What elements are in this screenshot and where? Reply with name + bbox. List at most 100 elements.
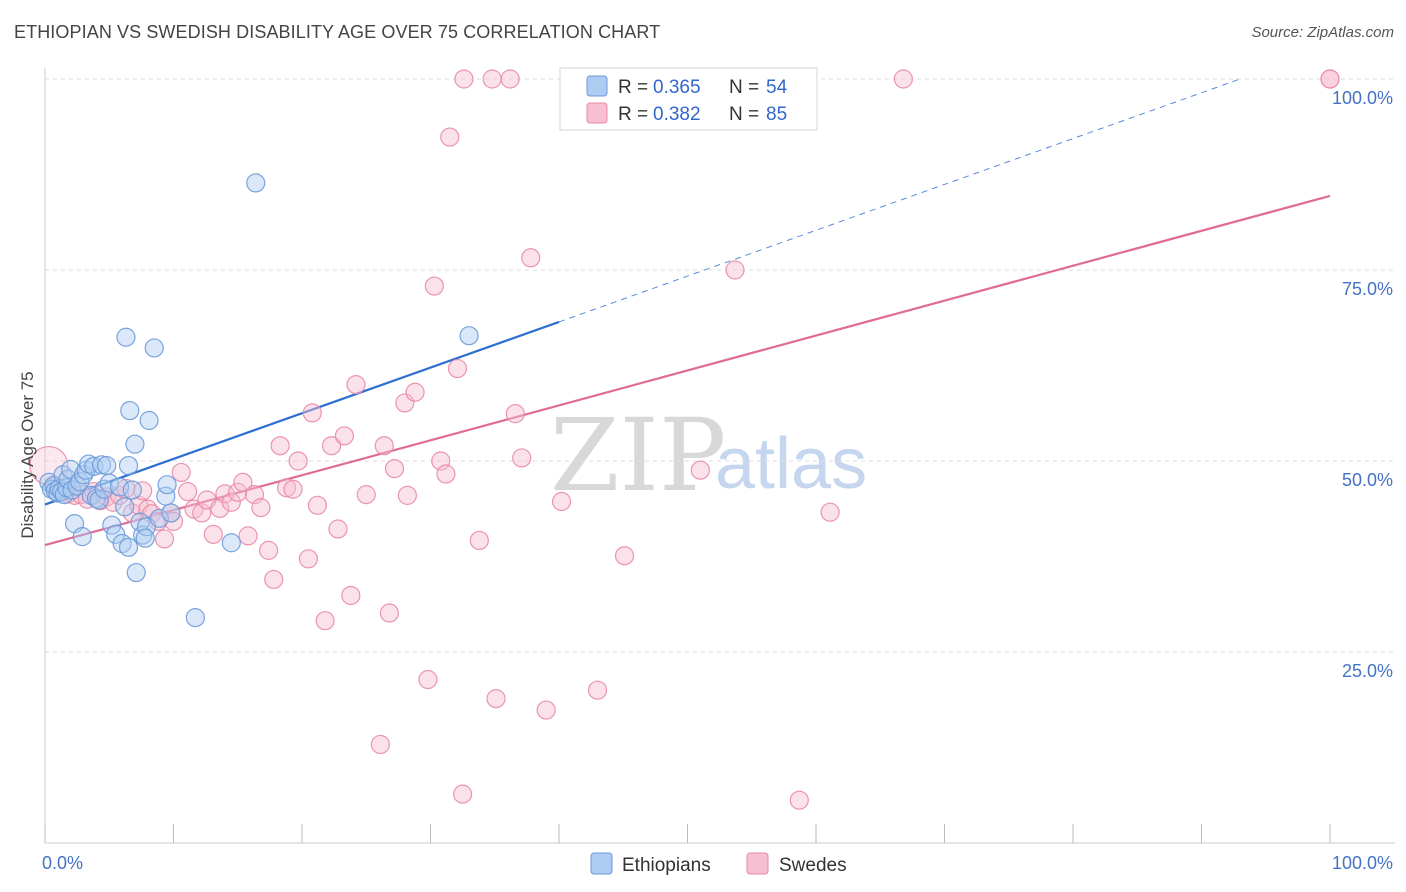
legend-swatch-ethiopians [586, 75, 608, 97]
point-swedes [374, 436, 394, 456]
point-swedes [512, 448, 532, 468]
series-ethiopians-points [39, 173, 479, 628]
point-ethiopians [139, 410, 159, 431]
point-swedes [789, 790, 809, 810]
point-ethiopians [94, 479, 114, 499]
y-tick-label-25: 25.0% [1342, 661, 1393, 681]
legend-n-value-swedes: 85 [766, 104, 787, 125]
point-swedes [210, 498, 230, 518]
point-ethiopians [161, 503, 181, 523]
point-swedes [171, 462, 191, 483]
point-swedes [321, 436, 342, 456]
point-swedes [587, 680, 608, 700]
point-swedes [315, 611, 335, 631]
point-ethiopians [144, 338, 164, 358]
point-swedes [405, 382, 425, 402]
correlation-legend: R = 0.365 N = 54 R = 0.382 N = 85 [559, 67, 818, 131]
legend-swatch-swedes [586, 102, 608, 124]
point-ethiopians [459, 326, 479, 346]
legend-r-value-ethiopians: 0.365 [653, 77, 701, 98]
point-swedes [469, 530, 489, 551]
point-swedes [356, 485, 376, 505]
point-ethiopians [135, 528, 155, 548]
point-swedes [500, 69, 520, 89]
point-ethiopians [118, 537, 139, 557]
point-swedes [725, 260, 745, 280]
point-ethiopians [125, 434, 145, 454]
point-swedes [270, 436, 290, 456]
point-swedes [453, 784, 473, 804]
point-swedes [440, 127, 460, 147]
point-swedes [154, 529, 175, 549]
point-swedes [203, 524, 223, 544]
x-tick-label-max: 100.0% [1332, 853, 1393, 873]
legend-r-label-swedes: R = [618, 104, 648, 125]
legend-n-label-ethiopians: N = [729, 77, 759, 98]
point-ethiopians [97, 455, 117, 476]
y-tick-label-75: 75.0% [1342, 279, 1393, 299]
point-swedes [820, 502, 840, 522]
point-ethiopians [122, 480, 142, 500]
y-tick-label-50: 50.0% [1342, 470, 1393, 490]
point-ethiopians [185, 608, 205, 628]
point-swedes [307, 495, 328, 515]
point-swedes [328, 519, 348, 539]
series-swedes-points [29, 69, 1340, 810]
bottom-legend-label-ethiopians: Ethiopians [622, 855, 711, 876]
point-swedes [228, 482, 248, 502]
legend-n-value-ethiopians: 54 [766, 77, 788, 98]
point-swedes [370, 734, 390, 755]
legend-n-label-swedes: N = [729, 104, 759, 125]
point-ethiopians [99, 473, 119, 493]
point-swedes [276, 478, 297, 498]
axes [44, 68, 1395, 844]
point-swedes [521, 248, 541, 268]
point-ethiopians [91, 455, 112, 475]
point-swedes [447, 358, 468, 379]
point-ethiopians [157, 475, 177, 495]
point-ethiopians [120, 400, 140, 421]
point-swedes [690, 460, 710, 480]
legend-r-value-swedes: 0.382 [653, 104, 701, 125]
watermark-zip: ZIP [550, 397, 726, 514]
gridlines [45, 78, 1395, 653]
y-tick-label-100: 100.0% [1332, 88, 1393, 108]
point-ethiopians [126, 562, 146, 583]
point-ethiopians [116, 327, 136, 347]
point-swedes [298, 549, 319, 569]
bottom-legend-label-swedes: Swedes [779, 855, 847, 876]
point-swedes [233, 472, 253, 492]
point-swedes [551, 491, 572, 512]
point-swedes [454, 69, 474, 89]
point-swedes [341, 585, 361, 606]
point-swedes [288, 451, 308, 471]
point-swedes [486, 689, 506, 709]
point-swedes [418, 669, 438, 690]
source-credit: Source: ZipAtlas.com [1251, 24, 1394, 41]
point-ethiopians [115, 497, 135, 517]
watermark-atlas: atlas [715, 424, 867, 504]
point-swedes [505, 404, 525, 424]
point-swedes [178, 481, 198, 502]
legend-r-label-ethiopians: R = [618, 77, 648, 98]
point-swedes [536, 700, 556, 720]
point-swedes [379, 603, 399, 623]
point-swedes [482, 69, 502, 89]
point-swedes [384, 459, 405, 479]
point-swedes [893, 69, 913, 89]
point-ethiopians [118, 455, 139, 476]
point-swedes [346, 375, 366, 395]
point-swedes [258, 540, 279, 560]
point-swedes [436, 464, 456, 484]
chart-title: ETHIOPIAN VS SWEDISH DISABILITY AGE OVER… [14, 22, 661, 42]
point-swedes [334, 426, 355, 446]
point-ethiopians [72, 527, 92, 547]
y-axis-label: Disability Age Over 75 [18, 371, 37, 538]
point-swedes [251, 498, 271, 518]
bottom-legend-swatch-swedes [746, 852, 769, 875]
watermark: ZIP atlas [550, 397, 867, 514]
point-swedes [133, 481, 153, 501]
point-swedes [1320, 69, 1340, 89]
point-ethiopians [89, 490, 109, 510]
